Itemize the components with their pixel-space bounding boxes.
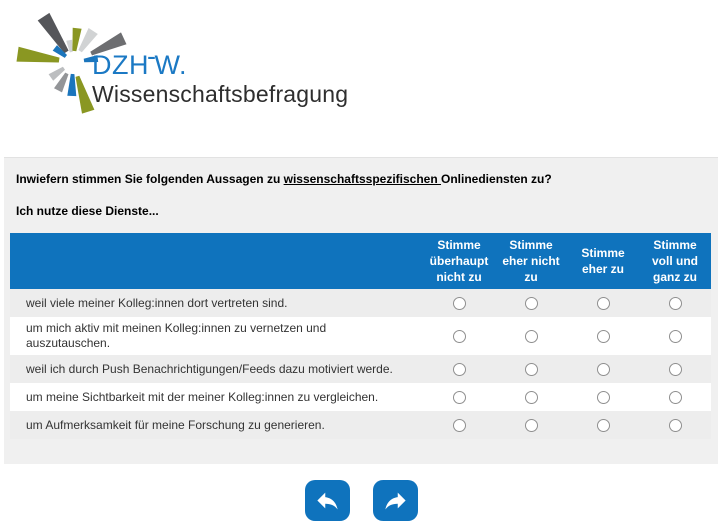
matrix-row: weil viele meiner Kolleg:innen dort vert… [10,289,711,317]
radio-row2-col3[interactable] [596,329,610,343]
matrix-header-col-3: Stimme eher zu [581,246,625,276]
matrix-row: um meine Sichtbarkeit mit der meiner Kol… [10,383,711,411]
radio-row5-col2[interactable] [524,418,538,432]
radio-row1-col1[interactable] [452,296,466,310]
dzhw-starburst-icon [16,12,127,114]
radio-row5-col1[interactable] [452,418,466,432]
underlined-term: wissenschaftsspezifischen [283,172,442,186]
logo-subtitle: Wissenschaftsbefragung [92,81,349,107]
matrix-row: weil ich durch Push Benachrichtigungen/F… [10,355,711,383]
radio-row2-col2[interactable] [524,329,538,343]
forward-arrow-icon [384,492,406,510]
radio-row4-col2[interactable] [524,390,538,404]
matrix-row: um Aufmerksamkeit für meine Forschung zu… [10,411,711,439]
question-intro: Inwiefern stimmen Sie folgenden Aussagen… [16,172,552,186]
radio-row3-col1[interactable] [452,362,466,376]
radio-row1-col2[interactable] [524,296,538,310]
logo-dzhw-text: DZH-W. [92,41,187,80]
radio-row3-col4[interactable] [668,362,682,376]
matrix-row: um mich aktiv mit meinen Kolleg:innen zu… [10,317,711,355]
logo-wordmark: DZH-W. Wissenschaftsbefragung [92,41,349,107]
radio-row5-col4[interactable] [668,418,682,432]
radio-row2-col1[interactable] [452,329,466,343]
back-button[interactable] [304,480,350,521]
matrix-header-col-1: Stimme überhaupt nicht zu [429,238,489,284]
logo-dash: - [147,41,157,71]
radio-row4-col1[interactable] [452,390,466,404]
statement-text: um mich aktiv mit meinen Kolleg:innen zu… [26,321,327,350]
matrix-header-col-2: Stimme eher nicht zu [502,238,560,284]
statement-text: weil viele meiner Kolleg:innen dort vert… [26,295,288,310]
radio-row4-col4[interactable] [668,390,682,404]
radio-row4-col3[interactable] [596,390,610,404]
question-lead-in: Ich nutze diese Dienste... [16,204,159,218]
question-section: Inwiefern stimmen Sie folgenden Aussagen… [4,157,718,464]
statement-text: um Aufmerksamkeit für meine Forschung zu… [26,417,325,432]
navigation-bar [0,480,722,521]
header-logo-area: DZH-W. Wissenschaftsbefragung [0,0,722,157]
statement-text: weil ich durch Push Benachrichtigungen/F… [26,361,393,376]
radio-row3-col2[interactable] [524,362,538,376]
likert-matrix: Stimme überhaupt nicht zu Stimme eher ni… [10,233,711,439]
radio-row1-col4[interactable] [668,296,682,310]
back-arrow-icon [316,492,338,510]
radio-row2-col4[interactable] [668,329,682,343]
radio-row3-col3[interactable] [596,362,610,376]
statement-text: um meine Sichtbarkeit mit der meiner Kol… [26,389,379,404]
radio-row5-col3[interactable] [596,418,610,432]
radio-row1-col3[interactable] [596,296,610,310]
forward-button[interactable] [372,480,418,521]
matrix-header-col-4: Stimme voll und ganz zu [652,238,698,284]
matrix-header-row: Stimme überhaupt nicht zu Stimme eher ni… [10,233,711,289]
